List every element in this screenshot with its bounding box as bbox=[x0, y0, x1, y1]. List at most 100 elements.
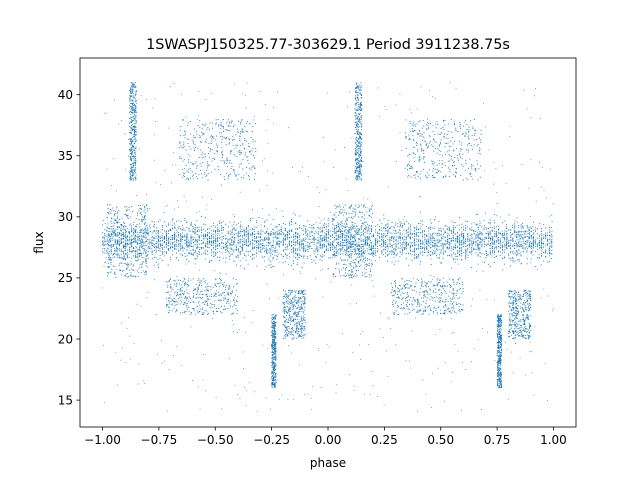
data-point bbox=[245, 242, 247, 244]
data-point bbox=[450, 239, 452, 241]
data-point bbox=[465, 238, 467, 240]
data-point bbox=[139, 241, 141, 243]
data-point bbox=[547, 261, 549, 263]
data-point bbox=[508, 244, 510, 246]
data-point bbox=[381, 238, 383, 240]
data-point bbox=[142, 270, 144, 272]
data-point bbox=[506, 233, 508, 235]
data-point bbox=[181, 225, 184, 227]
data-point bbox=[142, 232, 144, 234]
data-point bbox=[147, 210, 149, 212]
data-point bbox=[259, 240, 261, 242]
data-point bbox=[134, 276, 136, 278]
data-point bbox=[491, 249, 494, 251]
data-point bbox=[405, 243, 407, 245]
data-point bbox=[147, 229, 149, 231]
data-point bbox=[102, 242, 104, 244]
data-point bbox=[200, 243, 203, 245]
data-point bbox=[436, 239, 438, 241]
data-point bbox=[141, 229, 143, 231]
data-point bbox=[276, 242, 278, 245]
data-point bbox=[162, 252, 164, 254]
data-point bbox=[549, 229, 551, 231]
data-point bbox=[311, 261, 313, 263]
data-point bbox=[477, 223, 479, 225]
data-point bbox=[245, 239, 248, 241]
data-point bbox=[467, 240, 469, 242]
data-point bbox=[370, 229, 373, 231]
data-point bbox=[291, 231, 293, 233]
data-point bbox=[303, 262, 305, 264]
data-point bbox=[407, 264, 409, 266]
data-point bbox=[343, 263, 345, 265]
data-point bbox=[214, 248, 216, 251]
data-point bbox=[157, 221, 160, 223]
data-point bbox=[374, 239, 377, 241]
data-point bbox=[551, 238, 553, 240]
data-point bbox=[293, 235, 295, 237]
data-point bbox=[180, 237, 182, 239]
data-point bbox=[201, 290, 203, 292]
data-point bbox=[371, 252, 373, 254]
data-point bbox=[130, 240, 133, 242]
data-point bbox=[221, 221, 223, 223]
data-point bbox=[287, 238, 289, 240]
data-point bbox=[460, 227, 463, 229]
data-point bbox=[223, 247, 225, 249]
data-point bbox=[544, 235, 546, 237]
data-point bbox=[282, 233, 284, 236]
data-point bbox=[190, 223, 192, 225]
data-point bbox=[244, 242, 246, 244]
data-point bbox=[428, 239, 430, 241]
data-point bbox=[340, 233, 342, 235]
data-point bbox=[132, 144, 134, 146]
data-point bbox=[387, 230, 389, 232]
data-point bbox=[428, 227, 430, 230]
data-point bbox=[135, 129, 137, 131]
data-point bbox=[144, 206, 146, 208]
data-point bbox=[233, 236, 235, 239]
data-point bbox=[413, 238, 415, 240]
data-point bbox=[205, 236, 207, 238]
data-point bbox=[360, 228, 362, 230]
data-point bbox=[248, 254, 250, 256]
data-point bbox=[502, 233, 504, 235]
data-point bbox=[210, 229, 212, 231]
data-point bbox=[315, 230, 317, 232]
data-point bbox=[146, 250, 148, 252]
data-point bbox=[114, 240, 117, 242]
data-point bbox=[272, 231, 274, 234]
data-point bbox=[128, 243, 130, 246]
data-point bbox=[217, 243, 219, 245]
data-point bbox=[323, 243, 325, 245]
data-point bbox=[133, 264, 135, 266]
data-point bbox=[489, 223, 491, 225]
data-point bbox=[107, 234, 109, 236]
data-point bbox=[253, 247, 255, 249]
data-point bbox=[358, 253, 360, 255]
data-point bbox=[169, 297, 171, 299]
data-point bbox=[344, 251, 346, 253]
data-point bbox=[218, 243, 221, 245]
data-point bbox=[307, 245, 309, 247]
data-point bbox=[471, 247, 473, 249]
data-point bbox=[231, 241, 233, 243]
data-point bbox=[138, 223, 140, 225]
data-point bbox=[528, 245, 530, 247]
data-point bbox=[420, 225, 422, 227]
data-point bbox=[161, 260, 163, 262]
data-point bbox=[132, 167, 134, 169]
data-point bbox=[346, 240, 348, 242]
data-point bbox=[106, 226, 108, 228]
data-point bbox=[352, 243, 354, 245]
data-point bbox=[440, 262, 442, 264]
data-point bbox=[202, 242, 204, 244]
data-point bbox=[168, 236, 170, 238]
data-point bbox=[463, 245, 465, 248]
data-point bbox=[208, 285, 210, 287]
data-point bbox=[412, 250, 414, 252]
data-point bbox=[174, 226, 176, 228]
data-point bbox=[382, 227, 384, 229]
data-point bbox=[253, 234, 255, 236]
